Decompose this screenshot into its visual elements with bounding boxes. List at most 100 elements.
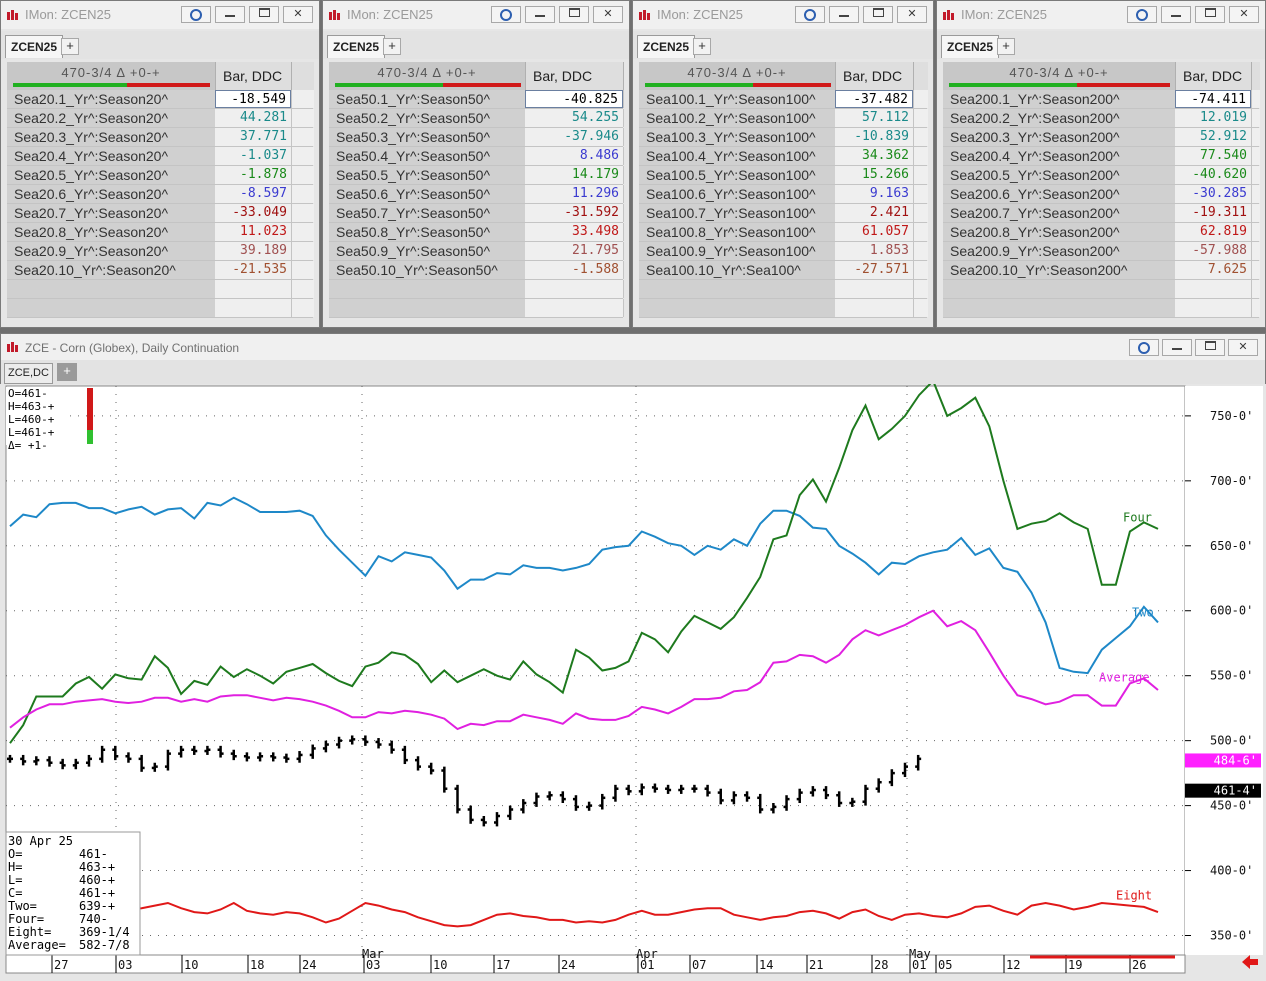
minimize-button[interactable] <box>1162 339 1192 356</box>
monitor-row[interactable]: Sea50.4_Yr^:Season50^ 8.486 <box>329 147 623 166</box>
monitor-row[interactable]: Sea100.6_Yr^:Season100^ 9.163 <box>639 185 927 204</box>
minimize-button[interactable] <box>525 6 555 23</box>
row-value[interactable]: -27.571 <box>835 261 913 279</box>
column-header[interactable]: Bar, DDC <box>835 62 914 90</box>
monitor-row[interactable]: Sea100.4_Yr^:Season100^ 34.362 <box>639 147 927 166</box>
monitor-row[interactable]: Sea200.9_Yr^:Season200^ -57.988 <box>943 242 1259 261</box>
row-value[interactable] <box>525 299 623 317</box>
monitor-row[interactable]: Sea50.7_Yr^:Season50^ -31.592 <box>329 204 623 223</box>
row-value[interactable]: -31.592 <box>525 204 623 222</box>
row-value[interactable]: -1.588 <box>525 261 623 279</box>
add-tab-button[interactable]: + <box>693 38 711 55</box>
column-header[interactable]: Bar, DDC <box>525 62 624 90</box>
row-value[interactable]: -18.549 <box>215 90 291 108</box>
add-tab-button[interactable]: + <box>383 38 401 55</box>
row-value[interactable]: 33.498 <box>525 223 623 241</box>
row-value[interactable]: 11.023 <box>215 223 291 241</box>
add-tab-button[interactable]: + <box>57 363 77 381</box>
row-value[interactable]: 57.112 <box>835 109 913 127</box>
monitor-row[interactable]: Sea100.1_Yr^:Season100^ -37.482 <box>639 90 927 109</box>
maximize-button[interactable] <box>863 6 893 23</box>
symbol-tab[interactable]: ZCEN25 <box>327 35 385 58</box>
monitor-row[interactable]: Sea200.3_Yr^:Season200^ 52.912 <box>943 128 1259 147</box>
monitor-row[interactable]: Sea50.6_Yr^:Season50^ 11.296 <box>329 185 623 204</box>
row-value[interactable]: 21.795 <box>525 242 623 260</box>
close-button[interactable]: ✕ <box>283 6 313 23</box>
row-value[interactable]: 62.819 <box>1175 223 1251 241</box>
symbol-tab[interactable]: ZCEN25 <box>5 35 63 58</box>
monitor-row[interactable]: Sea20.3_Yr^:Season20^ 37.771 <box>7 128 313 147</box>
monitor-row[interactable]: Sea20.1_Yr^:Season20^ -18.549 <box>7 90 313 109</box>
row-value[interactable] <box>1175 299 1251 317</box>
minimize-button[interactable] <box>215 6 245 23</box>
row-value[interactable]: 52.912 <box>1175 128 1251 146</box>
monitor-row[interactable]: Sea20.9_Yr^:Season20^ 39.189 <box>7 242 313 261</box>
row-value[interactable]: -21.535 <box>215 261 291 279</box>
maximize-button[interactable] <box>249 6 279 23</box>
row-value[interactable]: 44.281 <box>215 109 291 127</box>
row-value[interactable] <box>525 280 623 298</box>
price-chart[interactable]: 750-0' 700-0' 650-0' 600-0' 550-0' 500-0' 450-… <box>0 384 1266 981</box>
minimize-button[interactable] <box>829 6 859 23</box>
row-value[interactable]: 11.296 <box>525 185 623 203</box>
row-value[interactable]: -40.825 <box>525 90 623 108</box>
monitor-row[interactable]: Sea20.6_Yr^:Season20^ -8.597 <box>7 185 313 204</box>
monitor-row[interactable]: Sea100.2_Yr^:Season100^ 57.112 <box>639 109 927 128</box>
row-value[interactable]: 12.019 <box>1175 109 1251 127</box>
close-button[interactable]: ✕ <box>593 6 623 23</box>
monitor-row[interactable]: Sea50.2_Yr^:Season50^ 54.255 <box>329 109 623 128</box>
row-value[interactable] <box>1175 280 1251 298</box>
row-value[interactable]: -33.049 <box>215 204 291 222</box>
monitor-row[interactable]: Sea200.4_Yr^:Season200^ 77.540 <box>943 147 1259 166</box>
symbol-tab[interactable]: ZCEN25 <box>941 35 999 58</box>
monitor-row[interactable]: Sea50.1_Yr^:Season50^ -40.825 <box>329 90 623 109</box>
monitor-row[interactable]: Sea100.10_Yr^:Sea100^ -27.571 <box>639 261 927 280</box>
symbol-tab[interactable]: ZCEN25 <box>637 35 695 58</box>
row-value[interactable]: -8.597 <box>215 185 291 203</box>
row-value[interactable]: -74.411 <box>1175 90 1251 108</box>
row-value[interactable]: -19.311 <box>1175 204 1251 222</box>
monitor-row[interactable]: Sea100.8_Yr^:Season100^ 61.057 <box>639 223 927 242</box>
monitor-row[interactable]: Sea200.5_Yr^:Season200^ -40.620 <box>943 166 1259 185</box>
row-value[interactable]: 9.163 <box>835 185 913 203</box>
row-value[interactable]: 15.266 <box>835 166 913 184</box>
row-value[interactable]: 7.625 <box>1175 261 1251 279</box>
row-value[interactable]: -37.482 <box>835 90 913 108</box>
monitor-row[interactable]: Sea200.7_Yr^:Season200^ -19.311 <box>943 204 1259 223</box>
row-value[interactable]: -10.839 <box>835 128 913 146</box>
row-value[interactable]: 34.362 <box>835 147 913 165</box>
maximize-button[interactable] <box>559 6 589 23</box>
close-button[interactable]: ✕ <box>897 6 927 23</box>
close-button[interactable]: ✕ <box>1228 339 1258 356</box>
monitor-row[interactable]: Sea50.5_Yr^:Season50^ 14.179 <box>329 166 623 185</box>
row-value[interactable]: -37.946 <box>525 128 623 146</box>
row-value[interactable]: 37.771 <box>215 128 291 146</box>
row-value[interactable]: -30.285 <box>1175 185 1251 203</box>
monitor-row[interactable]: Sea200.6_Yr^:Season200^ -30.285 <box>943 185 1259 204</box>
column-header[interactable]: Bar, DDC <box>215 62 292 90</box>
monitor-row[interactable]: Sea200.10_Yr^:Season200^ 7.625 <box>943 261 1259 280</box>
row-value[interactable] <box>835 280 913 298</box>
row-value[interactable] <box>835 299 913 317</box>
row-value[interactable]: 39.189 <box>215 242 291 260</box>
monitor-row[interactable]: Sea50.3_Yr^:Season50^ -37.946 <box>329 128 623 147</box>
add-tab-button[interactable]: + <box>997 38 1015 55</box>
monitor-row[interactable]: Sea20.4_Yr^:Season20^ -1.037 <box>7 147 313 166</box>
link-icon[interactable] <box>181 6 211 23</box>
row-value[interactable]: 77.540 <box>1175 147 1251 165</box>
monitor-row[interactable]: Sea50.8_Yr^:Season50^ 33.498 <box>329 223 623 242</box>
monitor-row[interactable]: Sea100.9_Yr^:Season100^ 1.853 <box>639 242 927 261</box>
maximize-button[interactable] <box>1195 339 1225 356</box>
monitor-row[interactable]: Sea200.2_Yr^:Season200^ 12.019 <box>943 109 1259 128</box>
monitor-row[interactable]: Sea100.3_Yr^:Season100^ -10.839 <box>639 128 927 147</box>
monitor-row[interactable]: Sea100.5_Yr^:Season100^ 15.266 <box>639 166 927 185</box>
monitor-row[interactable]: Sea50.9_Yr^:Season50^ 21.795 <box>329 242 623 261</box>
row-value[interactable]: 14.179 <box>525 166 623 184</box>
monitor-row[interactable]: Sea20.7_Yr^:Season20^ -33.049 <box>7 204 313 223</box>
monitor-row[interactable]: Sea20.5_Yr^:Season20^ -1.878 <box>7 166 313 185</box>
monitor-row[interactable]: Sea200.8_Yr^:Season200^ 62.819 <box>943 223 1259 242</box>
monitor-row[interactable]: Sea200.1_Yr^:Season200^ -74.411 <box>943 90 1259 109</box>
row-value[interactable]: 8.486 <box>525 147 623 165</box>
link-icon[interactable] <box>1129 339 1159 356</box>
monitor-row[interactable]: Sea50.10_Yr^:Season50^ -1.588 <box>329 261 623 280</box>
